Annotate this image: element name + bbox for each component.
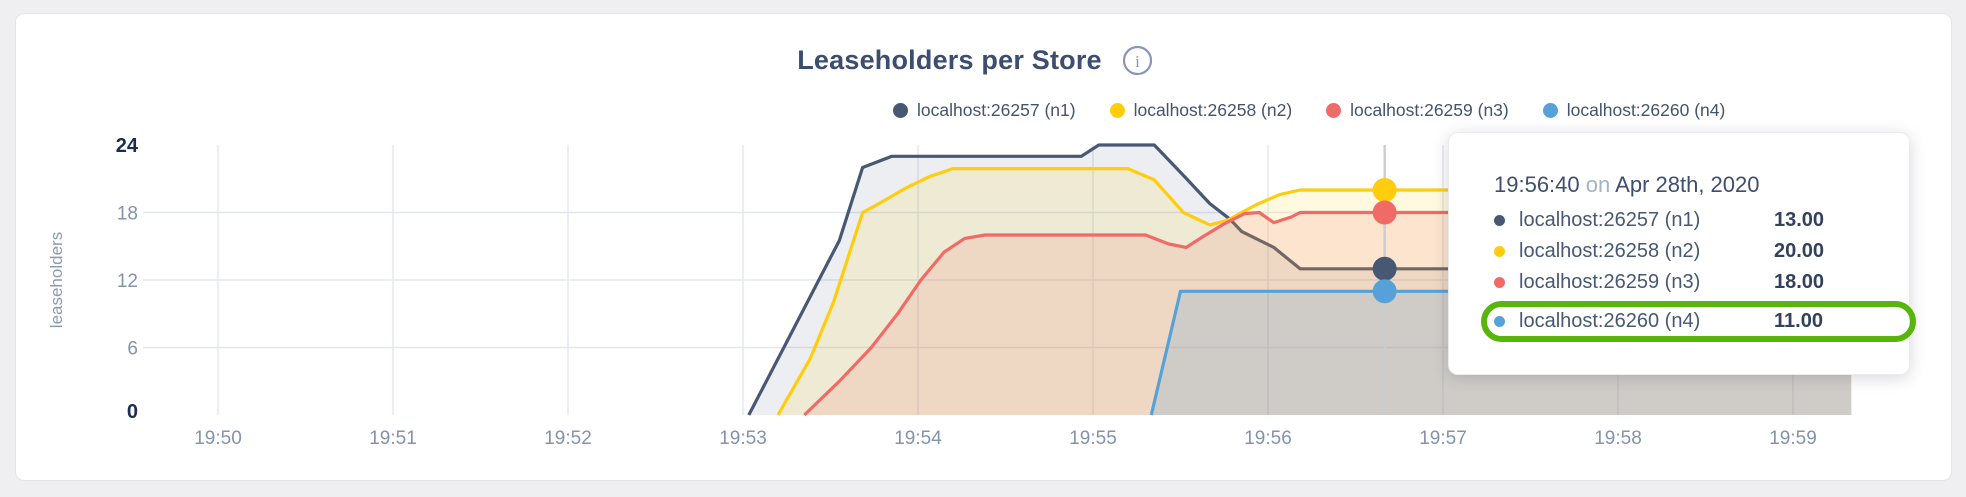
legend-item-4[interactable]: localhost:26260 (n4) [1542,100,1726,121]
legend-dot-icon [893,103,908,118]
legend-dot-icon [1109,103,1125,118]
info-icon[interactable]: i [1122,45,1153,76]
tooltip-date: Apr 28th, 2020 [1615,172,1760,197]
series-line-3 [803,210,1852,417]
hover-dot-1 [1372,256,1397,281]
x-tick-label: 19:57 [1419,428,1467,449]
tooltip-row-value: 18.00 [1774,271,1825,293]
y-tick-label: 18 [117,204,138,225]
chart-header: Leaseholders per Store i [0,40,1958,80]
tooltip-row-3: localhost:26259 (n3) 18.00 [1494,267,1889,298]
tooltip-row-label: localhost:26259 (n3) [1519,271,1701,293]
hover-dot-4 [1372,279,1397,304]
tooltip-dot-icon [1494,277,1505,288]
tooltip-dot-icon [1494,246,1505,257]
legend-dot-icon [1542,103,1558,118]
x-tick-label: 19:59 [1769,428,1817,449]
y-axis-label: leaseholders [47,232,66,328]
hover-dot-2 [1372,178,1397,202]
tooltip-row-label: localhost:26257 (n1) [1519,209,1701,231]
tooltip-row-1: localhost:26257 (n1) 13.00 [1494,205,1889,236]
series-line-1 [747,143,1852,416]
tooltip-row-4: localhost:26260 (n4) 11.00 [1481,301,1916,342]
tooltip-on-word: on [1585,172,1611,197]
tooltip-row-label: localhost:26260 (n4) [1519,310,1701,332]
x-tick-label: 19:58 [1594,428,1642,449]
y-tick-label: 12 [117,271,138,292]
x-tick-label: 19:53 [719,428,767,449]
tooltip-dot-icon [1494,316,1505,327]
x-tick-label: 19:54 [894,428,942,449]
tooltip-row-value: 20.00 [1774,240,1825,262]
x-tick-label: 19:50 [194,428,242,449]
tooltip-timestamp: 19:56:40 on Apr 28th, 2020 [1494,171,1889,199]
tooltip-row-value: 11.00 [1774,310,1823,332]
legend-item-label: localhost:26257 (n1) [917,100,1076,120]
chart-title: Leaseholders per Store [797,44,1102,75]
tooltip-row-value: 13.00 [1774,209,1825,231]
tooltip-time: 19:56:40 [1494,172,1580,197]
legend-item-3[interactable]: localhost:26259 (n3) [1326,100,1509,121]
legend-item-label: localhost:26260 (n4) [1566,100,1726,120]
legend-item-label: localhost:26258 (n2) [1133,100,1293,120]
x-tick-label: 19:56 [1244,428,1292,449]
x-tick-label: 19:51 [369,428,417,449]
chart-legend: localhost:26257 (n1) localhost:26258 (n2)… [893,100,1725,121]
legend-item-label: localhost:26259 (n3) [1350,100,1509,120]
tooltip-row-label: localhost:26258 (n2) [1519,240,1701,262]
x-tick-label: 19:52 [544,428,592,449]
legend-item-1[interactable]: localhost:26257 (n1) [893,100,1076,121]
series-line-2 [776,167,1852,416]
legend-item-2[interactable]: localhost:26258 (n2) [1109,100,1293,121]
legend-dot-icon [1326,103,1342,118]
y-tick-label: 6 [127,339,138,360]
y-tick-label: 0 [127,401,138,423]
tooltip-dot-icon [1494,215,1505,226]
y-tick-label: 24 [116,135,139,157]
info-icon-glyph: i [1135,52,1140,71]
tooltip-row-2: localhost:26258 (n2) 20.00 [1494,236,1889,267]
x-tick-label: 19:55 [1069,428,1117,449]
hover-dot-3 [1372,200,1397,225]
hover-tooltip: 19:56:40 on Apr 28th, 2020 localhost:262… [1448,132,1916,375]
